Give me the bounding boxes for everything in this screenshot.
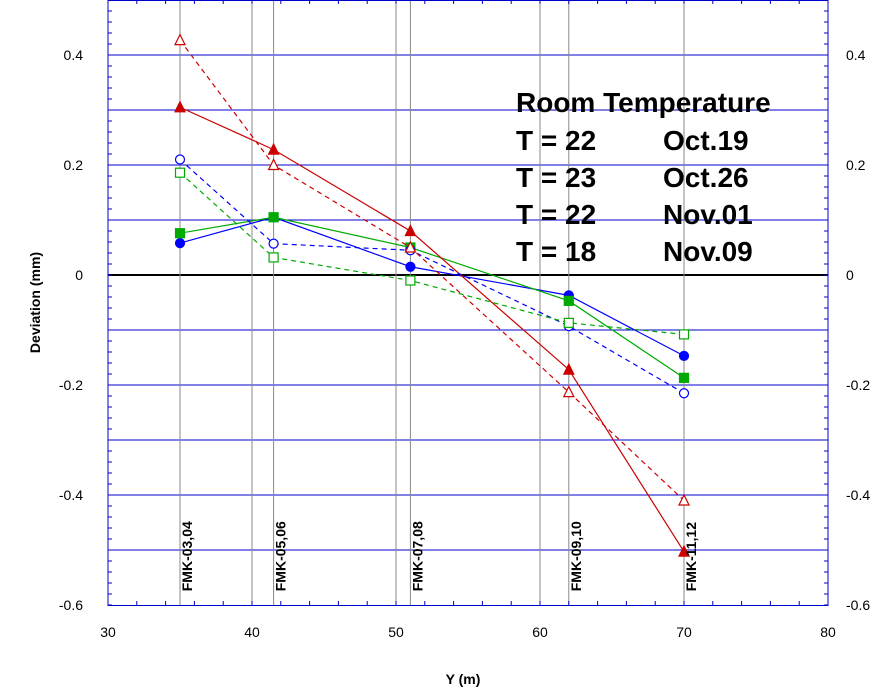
category-label: FMK-03,04 xyxy=(179,521,195,591)
legend-title: Room Temperature xyxy=(516,87,771,118)
y-tick-label: -0.6 xyxy=(59,597,83,613)
y-axis-title: Deviation (mm) xyxy=(27,252,43,353)
y-tick-label: -0.2 xyxy=(59,377,83,393)
y-tick-label: 0.4 xyxy=(64,47,84,63)
triangle-marker xyxy=(404,224,417,237)
circle-marker xyxy=(405,261,416,272)
axis-ticks: 0.4 0.4 0.2 0.2 0 0 -0.2 -0.2 -0.4 -0.4 -0.6 -0.6 30… xyxy=(59,0,870,640)
triangle-marker xyxy=(562,362,575,375)
category-label: FMK-09,10 xyxy=(568,521,584,591)
triangle-marker xyxy=(678,544,690,557)
category-label: FMK-07,08 xyxy=(409,521,425,591)
legend-date: Oct.26 xyxy=(663,162,749,193)
x-tick-label: 30 xyxy=(100,624,116,640)
y-tick-label-right: -0.2 xyxy=(846,377,870,393)
x-tick-label: 50 xyxy=(388,624,404,640)
square-marker xyxy=(174,228,186,239)
circle-marker xyxy=(678,388,690,399)
triangle-marker xyxy=(678,493,690,506)
circle-marker xyxy=(268,238,279,249)
square-marker xyxy=(268,252,279,263)
square-marker xyxy=(563,317,574,328)
legend-temperature: T = 22 xyxy=(516,125,596,156)
legend-date: Oct.19 xyxy=(663,125,749,156)
circle-marker xyxy=(174,154,186,165)
circle-marker xyxy=(174,238,186,249)
triangle-marker xyxy=(267,158,280,171)
legend-date: Nov.09 xyxy=(663,236,753,267)
y-tick-label-right: 0.4 xyxy=(846,47,866,63)
legend-temperature: T = 22 xyxy=(516,199,596,230)
triangle-marker xyxy=(404,240,417,253)
triangle-marker xyxy=(562,385,575,398)
y-tick-label-right: -0.6 xyxy=(846,597,870,613)
square-marker xyxy=(268,212,279,223)
square-marker xyxy=(174,167,186,178)
square-marker xyxy=(678,329,690,340)
triangle-marker xyxy=(267,142,280,155)
category-label: FMK-05,06 xyxy=(273,521,289,591)
x-tick-label: 40 xyxy=(244,624,260,640)
square-marker xyxy=(405,275,416,286)
series-line xyxy=(179,216,685,357)
x-tick-label: 70 xyxy=(676,624,692,640)
triangle-marker xyxy=(174,100,186,113)
plot-frame xyxy=(107,0,829,606)
y-tick-label-right: 0 xyxy=(846,267,854,283)
series-line xyxy=(179,159,685,394)
triangle-marker xyxy=(174,33,186,46)
legend: Room Temperature T = 22 Oct.19 T = 23 Oct.26… xyxy=(516,87,771,267)
y-tick-label: 0 xyxy=(75,267,83,283)
x-tick-label: 60 xyxy=(532,624,548,640)
x-tick-label: 80 xyxy=(820,624,836,640)
square-marker xyxy=(563,295,574,306)
y-tick-label-right: -0.4 xyxy=(846,487,870,503)
series-2 xyxy=(174,100,690,557)
series-4 xyxy=(174,167,690,340)
y-tick-label-right: 0.2 xyxy=(846,157,866,173)
series-group xyxy=(174,33,690,557)
legend-temperature: T = 23 xyxy=(516,162,596,193)
series-5 xyxy=(174,33,690,506)
x-axis-title: Y (m) xyxy=(446,671,481,687)
square-marker xyxy=(678,372,690,383)
circle-marker xyxy=(678,350,690,361)
y-tick-label: -0.4 xyxy=(59,487,83,503)
legend-date: Nov.01 xyxy=(663,199,753,230)
series-line xyxy=(179,106,685,552)
category-label: FMK-11,12 xyxy=(683,522,699,591)
y-tick-label: 0.2 xyxy=(64,157,84,173)
series-line xyxy=(179,172,685,335)
legend-temperature: T = 18 xyxy=(516,236,596,267)
